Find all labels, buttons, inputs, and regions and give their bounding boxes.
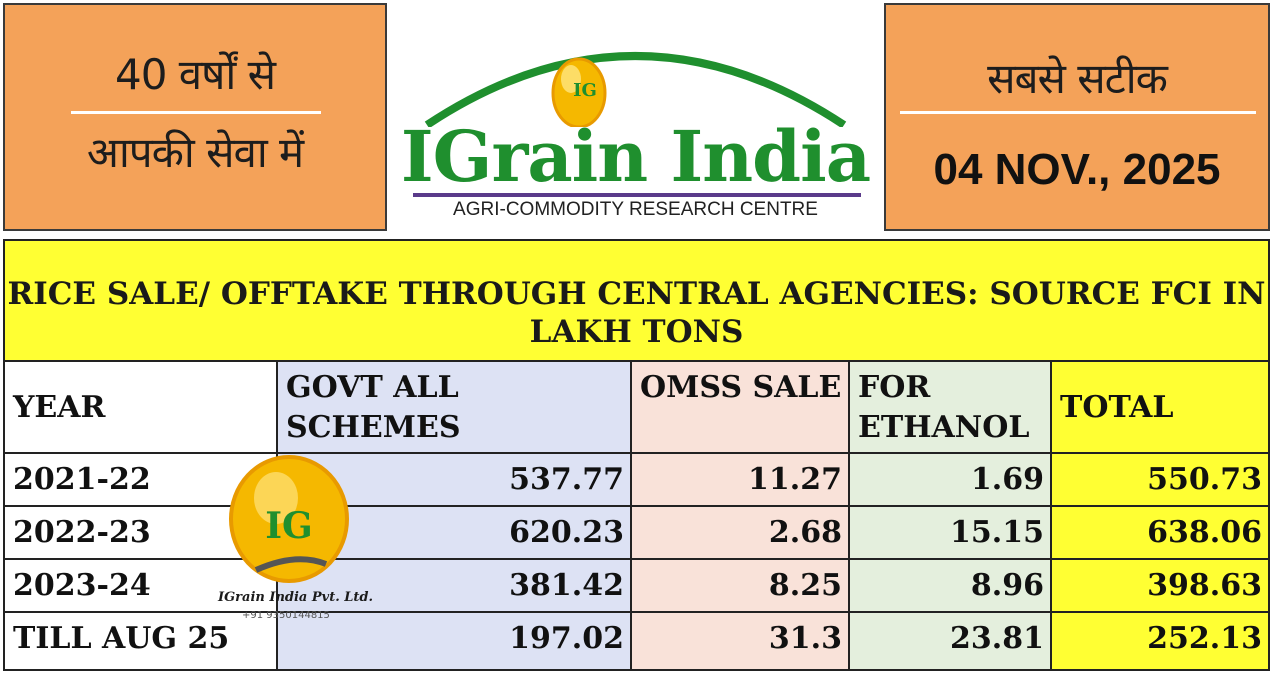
tagline-panel-right: सबसे सटीक 04 NOV., 2025 [884, 3, 1270, 231]
tagline-panel-left: 40 वर्षों से आपकी सेवा में [3, 3, 387, 231]
brand-logo-panel: IG IGrain India AGRI-COMMODITY RESEARCH … [389, 3, 882, 231]
row-2023-24-total: 398.63 [1052, 560, 1268, 613]
row-till-aug-25-omss: 31.3 [632, 613, 850, 669]
watermark-phone: +91 9350144815 [242, 610, 330, 621]
row-2023-24-omss: 8.25 [632, 560, 850, 613]
col-header-govt: GOVT ALL SCHEMES [278, 362, 632, 454]
table-title-band: RICE SALE/ OFFTAKE THROUGH CENTRAL AGENC… [5, 241, 1268, 362]
logo-badge: IG [573, 80, 597, 101]
row-2021-22-omss: 11.27 [632, 454, 850, 507]
logo-wordmark: IGrain India [400, 115, 871, 198]
row-2022-23-ethanol: 15.15 [850, 507, 1052, 560]
tagline-line-1: 40 वर्षों से [114, 50, 276, 99]
watermark-badge: IG [265, 505, 313, 547]
logo-subtitle: AGRI-COMMODITY RESEARCH CENTRE [453, 199, 818, 220]
row-2023-24-ethanol: 8.96 [850, 560, 1052, 613]
divider [71, 111, 321, 114]
row-2023-24-govt: 381.42 [278, 560, 632, 613]
logo-underline [413, 193, 861, 197]
report-date: 04 NOV., 2025 [933, 145, 1221, 194]
row-2021-22-ethanol: 1.69 [850, 454, 1052, 507]
divider [900, 111, 1256, 114]
watermark-logo-icon [229, 455, 349, 583]
rice-offtake-table: RICE SALE/ OFFTAKE THROUGH CENTRAL AGENC… [3, 239, 1270, 671]
col-header-year: YEAR [5, 362, 278, 454]
tagline-accuracy: सबसे सटीक [987, 54, 1168, 103]
col-header-total: TOTAL [1052, 362, 1268, 454]
row-2023-24-year: 2023-24 [5, 560, 278, 613]
row-2021-22-year: 2021-22 [5, 454, 278, 507]
tagline-line-2: आपकी सेवा में [86, 128, 304, 177]
row-till-aug-25-govt: 197.02 [278, 613, 632, 669]
row-till-aug-25-total: 252.13 [1052, 613, 1268, 669]
col-header-ethanol: FOR ETHANOL [850, 362, 1052, 454]
watermark-company: IGrain India Pvt. Ltd. [218, 590, 374, 605]
row-till-aug-25-ethanol: 23.81 [850, 613, 1052, 669]
row-2021-22-total: 550.73 [1052, 454, 1268, 507]
table-title: RICE SALE/ OFFTAKE THROUGH CENTRAL AGENC… [7, 276, 1266, 350]
logo-arc-icon [424, 52, 847, 127]
row-till-aug-25-year: TILL AUG 25 [5, 613, 278, 669]
row-2022-23-total: 638.06 [1052, 507, 1268, 560]
row-2022-23-omss: 2.68 [632, 507, 850, 560]
col-header-omss: OMSS SALE [632, 362, 850, 454]
